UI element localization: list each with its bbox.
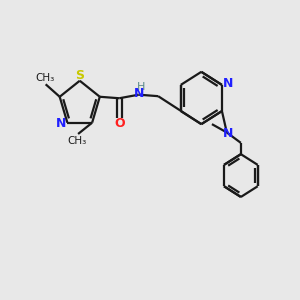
Text: O: O [114,117,124,130]
Text: N: N [223,76,233,90]
Text: N: N [134,87,144,100]
Text: H: H [137,82,145,92]
Text: N: N [56,117,67,130]
Text: S: S [76,69,85,82]
Text: N: N [222,127,233,140]
Text: CH₃: CH₃ [35,73,55,83]
Text: CH₃: CH₃ [68,136,87,146]
